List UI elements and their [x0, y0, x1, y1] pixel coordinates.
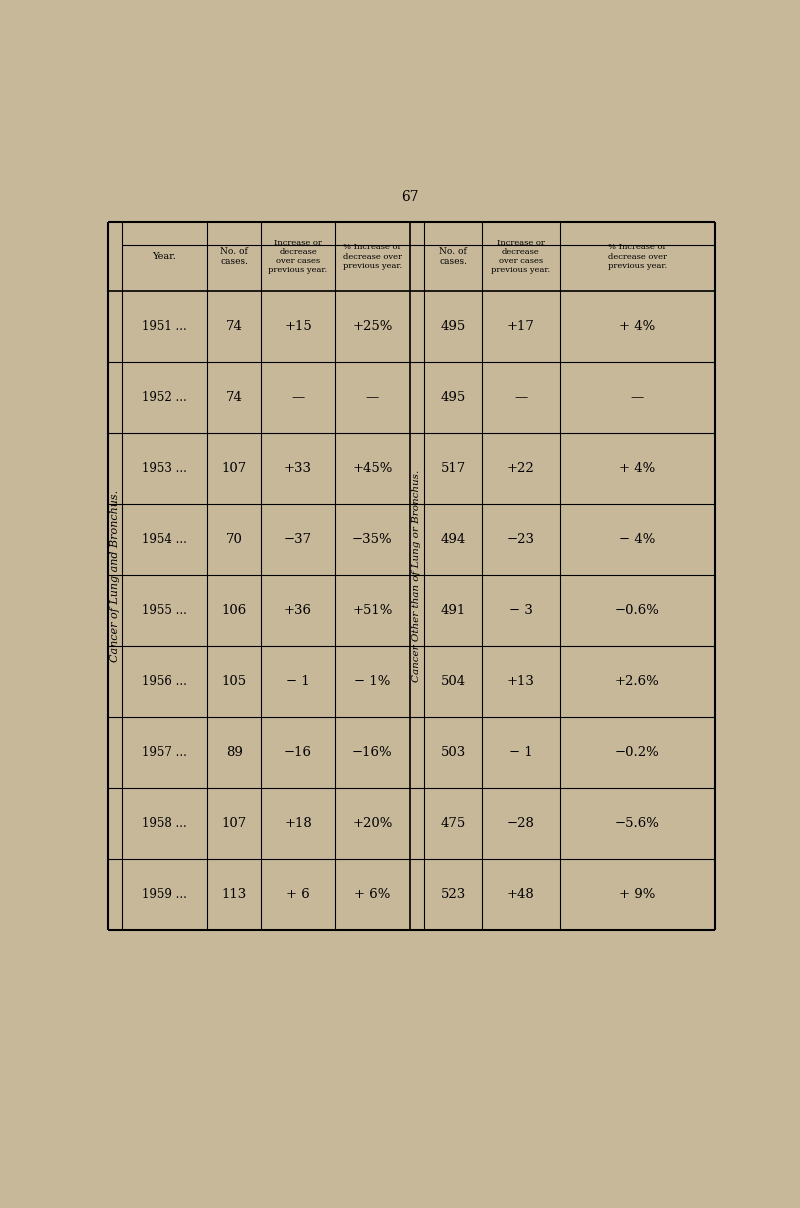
- Text: −23: −23: [507, 533, 535, 546]
- Text: 70: 70: [226, 533, 242, 546]
- Text: Increase or
decrease
over cases
previous year.: Increase or decrease over cases previous…: [491, 239, 550, 274]
- Text: 1959 ...: 1959 ...: [142, 888, 186, 901]
- Text: 74: 74: [226, 391, 242, 405]
- Text: —: —: [366, 391, 379, 405]
- Text: 503: 503: [440, 747, 466, 760]
- Text: % Increase or
decrease over
previous year.: % Increase or decrease over previous yea…: [607, 243, 666, 269]
- Text: +17: +17: [507, 320, 534, 333]
- Text: 106: 106: [222, 604, 246, 617]
- Text: 1957 ...: 1957 ...: [142, 747, 186, 760]
- Text: —: —: [291, 391, 305, 405]
- Text: + 9%: + 9%: [619, 888, 655, 901]
- Text: +51%: +51%: [352, 604, 393, 617]
- Text: +18: +18: [284, 818, 312, 830]
- Text: + 4%: + 4%: [619, 463, 655, 475]
- Text: + 4%: + 4%: [619, 320, 655, 333]
- Text: Cancer of Lung and Bronchus.: Cancer of Lung and Bronchus.: [110, 490, 120, 662]
- Text: 1955 ...: 1955 ...: [142, 604, 186, 617]
- Text: +33: +33: [284, 463, 312, 475]
- Text: Cancer Other than of Lung or Bronchus.: Cancer Other than of Lung or Bronchus.: [413, 470, 422, 683]
- Text: −16: −16: [284, 747, 312, 760]
- Text: +22: +22: [507, 463, 534, 475]
- Text: +20%: +20%: [352, 818, 393, 830]
- Text: − 1: − 1: [286, 675, 310, 689]
- Text: —: —: [514, 391, 527, 405]
- Text: 107: 107: [222, 818, 246, 830]
- Text: +15: +15: [284, 320, 312, 333]
- Text: +13: +13: [507, 675, 534, 689]
- Text: 504: 504: [441, 675, 466, 689]
- Text: + 6%: + 6%: [354, 888, 390, 901]
- Text: −16%: −16%: [352, 747, 393, 760]
- Text: −37: −37: [284, 533, 312, 546]
- Text: − 1%: − 1%: [354, 675, 390, 689]
- Text: No. of
cases.: No. of cases.: [220, 246, 248, 266]
- Text: 89: 89: [226, 747, 242, 760]
- Text: Increase or
decrease
over cases
previous year.: Increase or decrease over cases previous…: [269, 239, 327, 274]
- Text: 105: 105: [222, 675, 246, 689]
- Text: +25%: +25%: [352, 320, 393, 333]
- Text: 107: 107: [222, 463, 246, 475]
- Text: +2.6%: +2.6%: [614, 675, 659, 689]
- Text: 494: 494: [440, 533, 466, 546]
- Text: − 3: − 3: [509, 604, 533, 617]
- Text: 67: 67: [401, 191, 419, 204]
- Text: − 1: − 1: [509, 747, 533, 760]
- Text: 1951 ...: 1951 ...: [142, 320, 186, 333]
- Text: + 6: + 6: [286, 888, 310, 901]
- Text: −28: −28: [507, 818, 534, 830]
- Text: % Increase or
decrease over
previous year.: % Increase or decrease over previous yea…: [343, 243, 402, 269]
- Text: −35%: −35%: [352, 533, 393, 546]
- Text: −0.6%: −0.6%: [614, 604, 659, 617]
- Text: 1953 ...: 1953 ...: [142, 463, 186, 475]
- Text: −5.6%: −5.6%: [614, 818, 659, 830]
- Text: 1954 ...: 1954 ...: [142, 533, 186, 546]
- Text: 491: 491: [440, 604, 466, 617]
- Text: 523: 523: [440, 888, 466, 901]
- Text: 1958 ...: 1958 ...: [142, 818, 186, 830]
- Text: 1952 ...: 1952 ...: [142, 391, 186, 405]
- Text: 1956 ...: 1956 ...: [142, 675, 186, 689]
- Text: +45%: +45%: [352, 463, 393, 475]
- Text: Year.: Year.: [152, 252, 176, 261]
- Text: − 4%: − 4%: [619, 533, 655, 546]
- Text: −0.2%: −0.2%: [614, 747, 659, 760]
- Text: —: —: [630, 391, 644, 405]
- Text: 113: 113: [222, 888, 246, 901]
- Text: +48: +48: [507, 888, 534, 901]
- Text: 517: 517: [440, 463, 466, 475]
- Text: No. of
cases.: No. of cases.: [439, 246, 467, 266]
- Text: 495: 495: [440, 320, 466, 333]
- Text: +36: +36: [284, 604, 312, 617]
- Text: 495: 495: [440, 391, 466, 405]
- Text: 475: 475: [440, 818, 466, 830]
- Text: 74: 74: [226, 320, 242, 333]
